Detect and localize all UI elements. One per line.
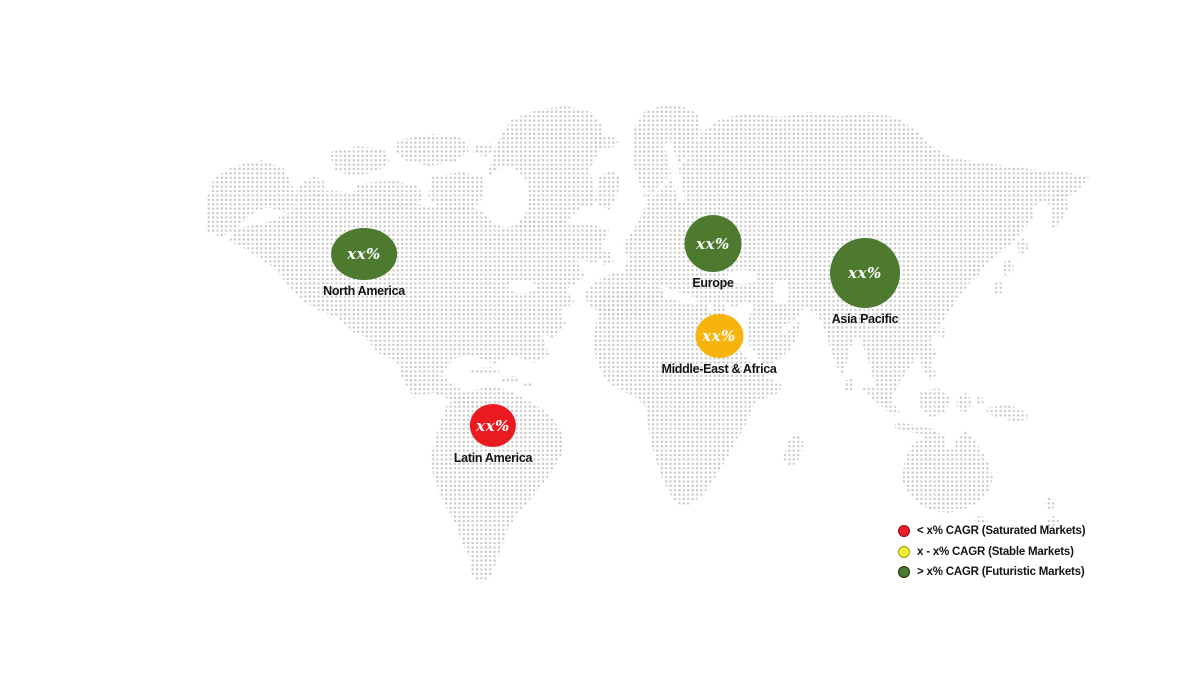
island-tasmania: [974, 515, 985, 527]
peninsula-kamchatka: [1049, 186, 1068, 230]
island-sri-lanka: [844, 378, 855, 393]
island-japan-1: [1010, 219, 1022, 237]
continent-australia: [903, 430, 993, 513]
sea-persian-gulf: [780, 315, 803, 334]
island-cuba: [468, 367, 500, 375]
island-hispaniola: [500, 376, 520, 383]
island-taiwan: [938, 327, 947, 339]
continents: [205, 105, 1089, 583]
peninsula-korea: [969, 260, 981, 279]
arctic-island-6: [292, 176, 326, 204]
region-label-north-america: North America: [323, 284, 405, 298]
island-sulawesi: [956, 392, 972, 414]
region-bubble-middle-east-africa[interactable]: xx%: [695, 314, 743, 358]
arctic-island-1: [330, 146, 390, 176]
island-newfoundland: [600, 254, 614, 266]
sea-hudson-bay: [483, 167, 529, 227]
region-label-europe: Europe: [692, 276, 734, 290]
arctic-island-4: [428, 172, 488, 214]
island-japan-2: [1017, 237, 1029, 257]
legend-item-saturated: < x% CAGR (Saturated Markets): [898, 521, 1086, 542]
sea-caspian: [773, 280, 789, 304]
arctic-island-3: [352, 180, 424, 210]
legend-dot-red: [898, 525, 910, 538]
legend-dot-green: [898, 566, 910, 579]
legend-item-futuristic: > x% CAGR (Futuristic Markets): [898, 562, 1085, 583]
region-marker-latin-america[interactable]: xx% Latin America: [454, 404, 532, 465]
island-japan-3: [1003, 257, 1015, 277]
continent-alaska: [205, 160, 296, 237]
continent-baja: [399, 368, 420, 398]
region-label-asia-pacific: Asia Pacific: [831, 312, 899, 326]
arctic-island-5: [473, 143, 495, 157]
legend-label-stable: x - x% CAGR (Stable Markets): [917, 545, 1074, 558]
island-japan-4: [993, 280, 1003, 296]
island-sumatra: [861, 384, 900, 416]
region-marker-asia-pacific[interactable]: xx% Asia Pacific: [830, 238, 900, 326]
region-bubble-latin-america[interactable]: xx%: [470, 404, 516, 447]
continent-south-america: [431, 386, 563, 583]
region-marker-middle-east-africa[interactable]: xx% Middle-East & Africa: [661, 314, 777, 376]
legend-label-saturated: < x% CAGR (Saturated Markets): [917, 525, 1086, 538]
region-label-latin-america: Latin America: [453, 451, 533, 465]
sea-okhotsk: [1033, 202, 1051, 226]
arctic-island-2: [396, 134, 470, 166]
legend-dot-yellow: [898, 545, 910, 558]
region-marker-europe[interactable]: xx% Europe: [684, 215, 742, 290]
island-puerto-rico: [524, 382, 532, 386]
sea-carves: [483, 142, 1051, 334]
region-bubble-europe[interactable]: xx%: [684, 215, 742, 272]
continent-north-america: [229, 190, 611, 411]
island-iceland: [592, 135, 620, 148]
region-bubble-asia-pacific[interactable]: xx%: [830, 238, 900, 308]
legend-item-stable: x - x% CAGR (Stable Markets): [898, 542, 1085, 563]
island-madagascar: [783, 433, 804, 468]
region-marker-north-america[interactable]: xx% North America: [323, 228, 405, 298]
region-bubble-north-america[interactable]: xx%: [331, 228, 397, 280]
island-new-guinea: [986, 404, 1030, 422]
sea-black-sea: [727, 270, 757, 284]
island-ireland: [582, 192, 597, 208]
island-great-britain: [596, 170, 620, 210]
island-java: [894, 422, 938, 436]
island-new-zealand-north: [1044, 496, 1056, 512]
island-borneo: [920, 388, 950, 418]
legend: < x% CAGR (Saturated Markets) x - x% CAG…: [898, 521, 1086, 583]
sea-baltic: [665, 142, 685, 202]
sea-great-lakes: [508, 281, 536, 293]
island-new-zealand-south: [1046, 515, 1060, 530]
island-philippines: [920, 342, 938, 380]
legend-label-futuristic: > x% CAGR (Futuristic Markets): [917, 566, 1085, 579]
region-label-middle-east-africa: Middle-East & Africa: [661, 362, 777, 376]
island-moluccas: [976, 396, 984, 405]
